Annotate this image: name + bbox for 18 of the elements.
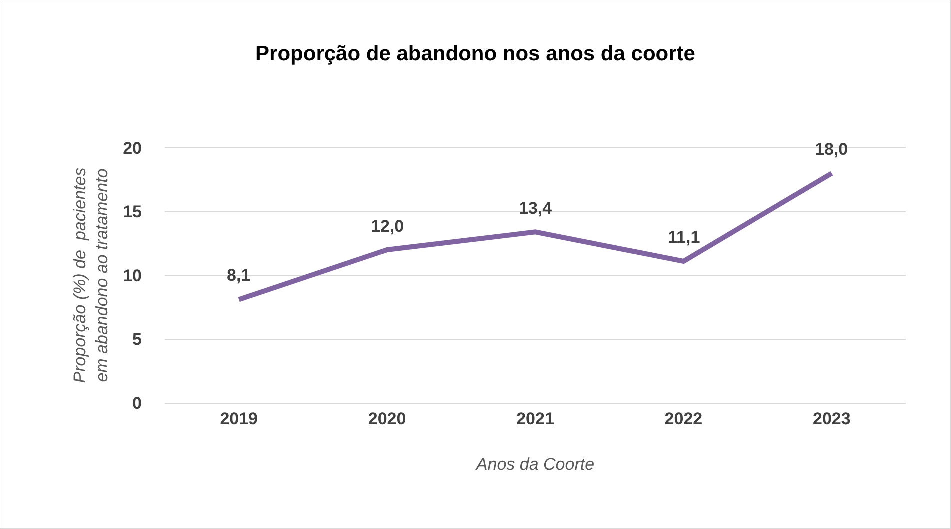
x-tick-label: 2021 — [516, 409, 554, 428]
x-tick-label: 2019 — [220, 409, 258, 428]
y-axis-title: Proporção (%) de pacientes em abandono ao tratamento — [70, 167, 112, 384]
y-tick-label: 15 — [123, 202, 142, 222]
text: 13,4 — [519, 199, 552, 218]
text: 12,0 — [371, 217, 404, 236]
text: 8,1 — [227, 266, 251, 285]
y-tick-label: 20 — [123, 138, 142, 158]
y-tick-label: 10 — [123, 266, 142, 286]
y-tick-label: 5 — [132, 330, 142, 350]
y-tick-label: 0 — [132, 394, 142, 413]
x-tick-label: 2023 — [812, 409, 851, 428]
chart-title: Proporção de abandono nos anos da coorte — [256, 42, 696, 66]
x-tick-label: 2022 — [664, 409, 703, 428]
x-tick-label: 2020 — [368, 409, 406, 428]
x-axis-title: Anos da Coorte — [475, 454, 595, 474]
text: 11,1 — [668, 228, 700, 247]
text: 18,0 — [815, 140, 848, 159]
